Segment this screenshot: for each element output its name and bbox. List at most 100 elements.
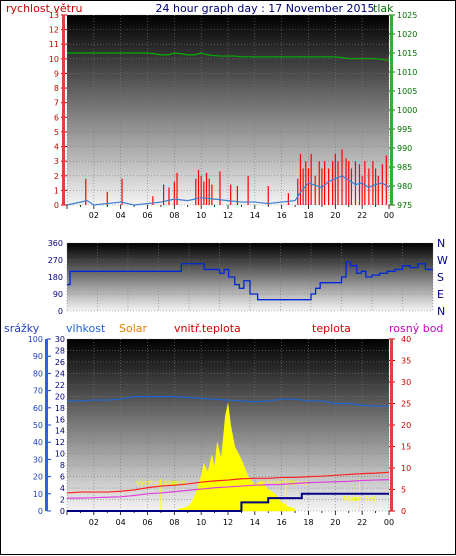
compass-label: S [437, 271, 444, 284]
wind-tick-label: 5 [54, 128, 59, 137]
pressure-tick-label: 1005 [397, 87, 417, 96]
wind-tick-label: 0 [54, 201, 59, 210]
climate-x-tick-label: 08 [169, 518, 179, 527]
header-precip: srážky [4, 322, 40, 335]
wind-pressure-panel: rychlost větru 24 hour graph day : 17 No… [6, 2, 417, 220]
climate-x-tick-label: 02 [89, 518, 99, 527]
compass-label: N [437, 305, 445, 318]
wind-tick-label: 4 [54, 143, 59, 152]
wind-tick-label: 2 [54, 172, 59, 181]
climate-x-tick-label: 14 [250, 518, 260, 527]
precip-axis-bar [45, 339, 48, 511]
temp-tick-label: 35 [401, 357, 411, 366]
direction-tick-label: 0 [58, 307, 63, 316]
temp-tick-label: 25 [401, 400, 411, 409]
climate-x-tick-label: 18 [303, 518, 313, 527]
pressure-line [67, 52, 390, 62]
humidity-tick-label: 4 [60, 484, 65, 493]
compass-label: N [437, 237, 445, 250]
climate-series: východ slunce Moonrise západ slunce Moon Se… [66, 396, 390, 512]
direction-tick-label: 360 [48, 239, 63, 248]
header-solar: Solar [119, 322, 148, 335]
wind-tick-label: 7 [54, 99, 59, 108]
temp-tick-label: 5 [401, 486, 406, 495]
indoor-temp-line [67, 396, 389, 407]
wind-x-tick-label: 20 [330, 211, 340, 220]
pressure-axis-label: tlak [373, 2, 394, 15]
wind-x-tick-label: 14 [250, 211, 260, 220]
pressure-tick-label: 980 [397, 182, 412, 191]
marker-label: západ slunce [263, 479, 309, 487]
precip-line [67, 492, 389, 512]
header-dew-point: rosný bod [389, 322, 443, 335]
header-indoor-temp: vnitř.teplota [174, 322, 241, 335]
pressure-tick-label: 1010 [397, 68, 417, 77]
precip-tick-label: 40 [33, 438, 43, 447]
pressure-axis-bar [390, 15, 393, 205]
wind-x-tick-label: 00 [384, 211, 394, 220]
header-humidity: vlhkost [66, 322, 106, 335]
pressure-tick-label: 1025 [397, 11, 417, 20]
climate-x-tick-label: 22 [357, 518, 367, 527]
humidity-tick-label: 20 [55, 392, 65, 401]
wind-pressure-series [66, 52, 390, 206]
pressure-tick-label: 975 [397, 201, 412, 210]
wind-x-tick-label: 04 [116, 211, 126, 220]
humidity-tick-label: 18 [55, 404, 65, 413]
wind-x-tick-label: 02 [89, 211, 99, 220]
humidity-tick-label: 14 [55, 427, 65, 436]
climate-x-tick-label: 04 [116, 518, 126, 527]
precip-tick-label: 90 [33, 352, 43, 361]
precip-tick-label: 80 [33, 369, 43, 378]
climate-x-tick-label: 06 [142, 518, 152, 527]
temp-tick-label: 20 [401, 421, 411, 430]
wind-tick-label: 1 [54, 186, 59, 195]
precip-tick-label: 10 [33, 490, 43, 499]
wind-tick-label: 11 [49, 40, 59, 49]
wind-tick-label: 13 [49, 11, 59, 20]
wind-average-line [66, 175, 390, 206]
precip-tick-label: 50 [33, 421, 43, 430]
wind-x-tick-label: 08 [169, 211, 179, 220]
direction-line [67, 261, 433, 301]
humidity-tick-label: 24 [55, 369, 65, 378]
humidity-tick-label: 28 [55, 346, 65, 355]
wind-tick-label: 8 [54, 84, 59, 93]
pressure-right-axis: 975 980 985 990 995 1000 1005 1010 1015 1020 1025 [389, 11, 417, 210]
climate-panel: srážky vlhkost Solar vnitř.teplota teplo… [4, 322, 443, 527]
wind-x-tick-label: 06 [142, 211, 152, 220]
dew-point-line [67, 479, 390, 499]
direction-tick-label: 270 [48, 256, 63, 265]
wind-x-axis: 02 04 06 08 10 12 14 16 18 20 22 00 [66, 205, 394, 220]
climate-x-tick-label: 00 [384, 518, 394, 527]
direction-tick-label: 90 [53, 290, 63, 299]
wind-tick-label: 12 [49, 26, 59, 35]
climate-axes: 0246810121416182022242628300102030405060… [28, 335, 411, 516]
wind-x-tick-label: 22 [357, 211, 367, 220]
wind-x-tick-label: 18 [303, 211, 313, 220]
climate-x-tick-label: 10 [196, 518, 206, 527]
temp-tick-label: 15 [401, 443, 411, 452]
pressure-tick-label: 990 [397, 144, 412, 153]
temp-tick-label: 30 [401, 378, 411, 387]
temp-tick-label: 40 [401, 335, 411, 344]
humidity-tick-label: 16 [55, 415, 65, 424]
humidity-tick-label: 12 [55, 438, 65, 447]
header-temp: teplota [312, 322, 351, 335]
wind-tick-label: 9 [54, 69, 59, 78]
pressure-tick-label: 985 [397, 163, 412, 172]
humidity-tick-label: 8 [60, 461, 65, 470]
marker-label: Moon Set [343, 495, 376, 503]
wind-tick-label: 6 [54, 113, 59, 122]
chart-title: 24 hour graph day : 17 November 2015 [155, 2, 374, 15]
precip-tick-label: 60 [33, 404, 43, 413]
temp-axis-bar [390, 339, 393, 511]
precip-tick-label: 70 [33, 387, 43, 396]
compass-label: E [437, 288, 444, 301]
marker-label: východ slunce [136, 479, 186, 487]
humidity-tick-label: 2 [60, 496, 65, 505]
